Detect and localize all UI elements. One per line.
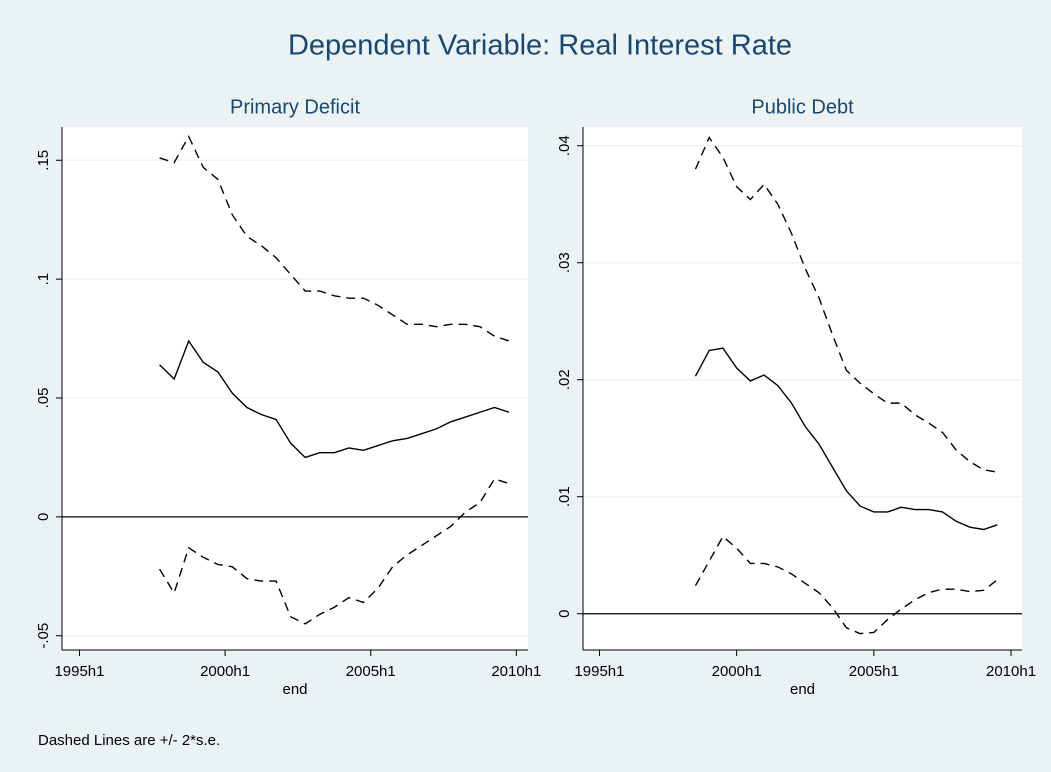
panel-title: Public Debt xyxy=(751,96,854,118)
y-tick-label: -.05 xyxy=(35,623,52,649)
y-tick-label: 0 xyxy=(556,610,573,618)
series-line xyxy=(158,478,510,625)
y-tick-label: .04 xyxy=(556,135,573,156)
series-line xyxy=(159,339,510,459)
y-tick-label: .05 xyxy=(35,388,52,409)
panel-title: Primary Deficit xyxy=(230,96,360,118)
plot-area xyxy=(583,127,1022,650)
x-tick-label: 1995h1 xyxy=(574,663,624,680)
x-tick-label: 2010h1 xyxy=(986,663,1036,680)
x-tick-label: 2000h1 xyxy=(200,663,250,680)
series-line xyxy=(159,134,510,342)
x-tick-label: 2000h1 xyxy=(712,663,762,680)
x-axis-label: end xyxy=(790,681,815,698)
y-tick-label: .03 xyxy=(556,252,573,273)
figure-title: Dependent Variable: Real Interest Rate xyxy=(288,30,792,62)
plot-area xyxy=(62,127,528,650)
x-tick-label: 2005h1 xyxy=(346,663,396,680)
note: Dashed Lines are +/- 2*s.e. xyxy=(38,732,220,749)
series-line xyxy=(694,347,998,531)
x-axis-label: end xyxy=(282,681,307,698)
series-line xyxy=(694,535,998,635)
y-tick-label: .02 xyxy=(556,369,573,390)
x-tick-label: 1995h1 xyxy=(54,663,104,680)
x-tick-label: 2010h1 xyxy=(491,663,541,680)
y-tick-label: .1 xyxy=(35,273,52,286)
y-tick-label: 0 xyxy=(35,513,52,521)
series-line xyxy=(694,136,998,473)
y-tick-label: .01 xyxy=(556,486,573,507)
y-tick-label: .15 xyxy=(35,150,52,171)
x-tick-label: 2005h1 xyxy=(849,663,899,680)
